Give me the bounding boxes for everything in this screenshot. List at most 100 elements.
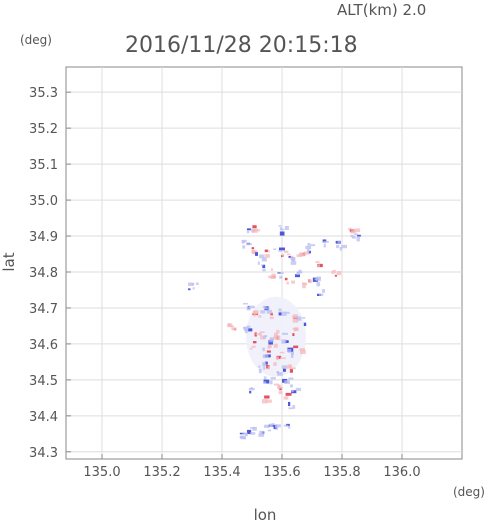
echo-pixel <box>295 387 301 392</box>
echo-pixel <box>275 425 279 430</box>
echo-pixel <box>248 328 253 332</box>
x-tick-label: 135.8 <box>323 465 360 480</box>
echo-pixel <box>262 354 269 358</box>
echo-pixel <box>278 249 283 252</box>
radar-echo-layer <box>188 225 361 440</box>
echo-pixel <box>270 313 274 316</box>
echo-pixel <box>259 254 265 259</box>
echo-pixel <box>354 228 361 233</box>
echo-pixel <box>264 395 270 399</box>
echo-pixel <box>284 366 287 369</box>
echo-pixel <box>292 405 296 409</box>
echo-pixel <box>268 275 273 279</box>
echo-pixel <box>231 327 237 331</box>
echo-pixel <box>269 338 274 343</box>
echo-pixel <box>270 275 276 280</box>
echo-pixel <box>255 252 259 256</box>
echo-pixel <box>284 225 289 230</box>
echo-pixel <box>260 335 264 340</box>
echo-pixel <box>278 308 282 312</box>
echo-pixel <box>188 288 191 291</box>
echo-pixel <box>334 274 337 277</box>
echo-pixel <box>229 325 234 328</box>
echo-pixel <box>262 305 267 308</box>
echo-pixel <box>263 376 267 380</box>
echo-pixel <box>259 430 264 435</box>
echo-pixel <box>270 268 274 271</box>
echo-pixel <box>284 380 290 384</box>
echo-pixel <box>305 245 312 249</box>
echo-pixel <box>351 236 356 239</box>
echo-pixel <box>275 335 281 340</box>
echo-pixel <box>291 390 297 394</box>
echo-pixel <box>279 387 282 391</box>
echo-pixel <box>279 351 285 354</box>
echo-pixel <box>262 347 265 352</box>
echo-pixel <box>278 391 283 395</box>
echo-pixel <box>269 380 273 385</box>
echo-pixel <box>258 315 262 318</box>
x-tick-label: 135.2 <box>143 465 180 480</box>
echo-pixel <box>281 332 288 335</box>
echo-pixel <box>246 242 252 246</box>
echo-pixel <box>318 293 324 296</box>
echo-pixel <box>278 386 283 389</box>
echo-pixel <box>252 341 257 344</box>
echo-pixel <box>296 271 300 276</box>
echo-pixel <box>308 250 311 254</box>
echo-pixel <box>280 357 286 360</box>
grid-lines <box>66 67 462 459</box>
echo-pixel <box>280 228 285 231</box>
echo-pixel <box>269 337 275 340</box>
echo-pixel <box>257 261 260 265</box>
echo-pixel <box>239 435 246 439</box>
echo-pixel <box>270 377 276 380</box>
y-tick-label: 35.3 <box>29 86 58 101</box>
echo-pixel <box>251 345 256 348</box>
echo-pixel <box>276 371 279 373</box>
y-tick-label: 34.5 <box>29 374 58 389</box>
echo-pixel <box>279 227 283 230</box>
echo-pixel <box>287 253 291 256</box>
echo-pixel <box>262 264 266 268</box>
echo-pixel <box>288 426 291 429</box>
echo-pixel <box>281 311 287 316</box>
echo-pixel <box>298 269 302 274</box>
echo-pixel <box>263 379 270 384</box>
echo-pixel <box>322 239 327 243</box>
echo-pixel <box>278 312 282 316</box>
echo-pixel <box>281 339 287 344</box>
echo-pixel <box>299 348 306 352</box>
echo-pixel <box>262 362 267 367</box>
echo-pixel <box>263 381 267 384</box>
echo-pixel <box>191 283 195 286</box>
echo-pixel <box>246 230 250 234</box>
y-tick-label: 35.0 <box>29 194 58 209</box>
echo-pixel <box>357 234 361 237</box>
echo-pixel <box>323 241 329 243</box>
echo-pixel <box>282 368 286 372</box>
y-tick-label: 34.9 <box>29 230 58 245</box>
echo-pixel <box>307 242 311 247</box>
echo-pixel <box>263 307 270 310</box>
echo-pixel <box>264 424 270 428</box>
echo-pixel <box>252 310 259 315</box>
echo-pixel <box>293 345 299 349</box>
echo-pixel <box>341 244 348 249</box>
echo-pixel <box>316 282 321 287</box>
echo-pixel <box>291 389 294 393</box>
echo-pixel <box>250 387 253 390</box>
x-unit-label: (deg) <box>453 485 485 499</box>
echo-pixel <box>258 368 262 374</box>
echo-pixel <box>279 231 285 236</box>
echo-pixel <box>273 248 277 251</box>
echo-pixel <box>353 233 358 235</box>
echo-pixel <box>315 261 320 263</box>
echo-pixel <box>308 279 312 284</box>
echo-pixel <box>264 335 268 338</box>
echo-pixel <box>273 343 278 348</box>
echo-pixel <box>250 427 256 429</box>
echo-pixel <box>356 236 360 242</box>
echo-pixel <box>302 285 306 289</box>
